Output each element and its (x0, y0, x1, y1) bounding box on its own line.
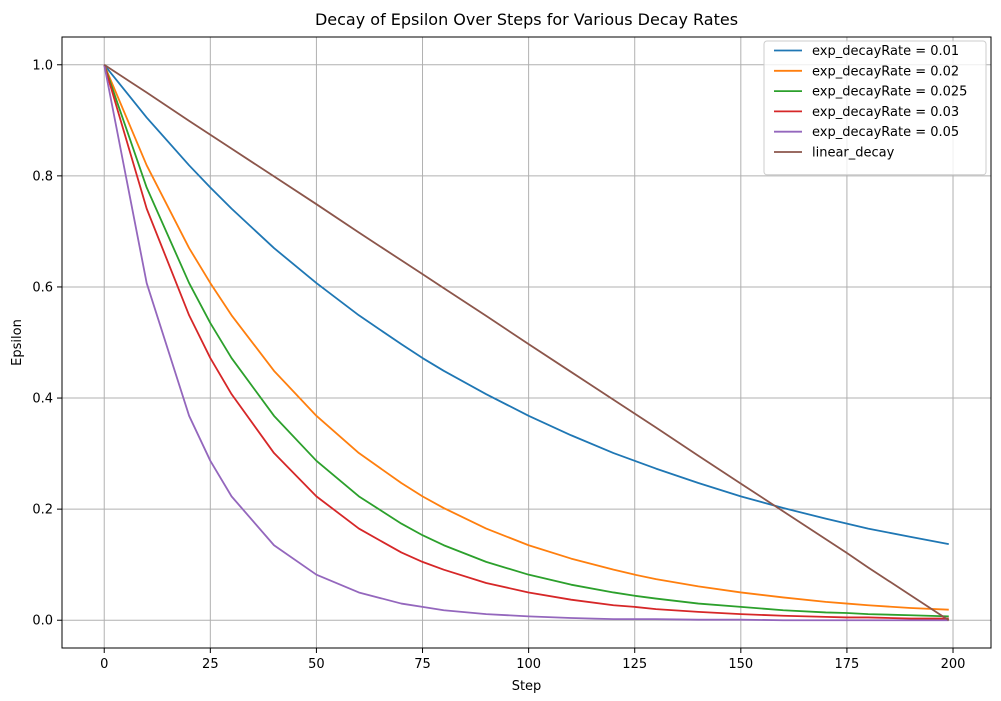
series-line-linear-decay (103, 64, 950, 621)
legend-entry-label: exp_decayRate = 0.02 (812, 64, 959, 79)
legend-entry-label: exp_decayRate = 0.01 (812, 44, 959, 59)
x-tick-label: 200 (941, 657, 966, 672)
x-tick-label: 25 (202, 657, 219, 672)
series-lines (103, 64, 950, 622)
series-line-exp-decayrate-0-05 (103, 64, 949, 622)
y-tick-label: 0.4 (32, 392, 53, 407)
x-tick-label: 150 (728, 657, 753, 672)
y-tick-label: 0.6 (32, 280, 53, 295)
x-axis-ticks: 0 25 50 75 100 125 150 175 200 (100, 648, 965, 672)
plot-area-frame (61, 36, 992, 649)
legend-entry-label: exp_decayRate = 0.03 (812, 105, 959, 120)
y-tick-label: 0.2 (32, 503, 53, 518)
series-line-exp-decayrate-0-02 (103, 64, 949, 611)
legend-entry-label: linear_decay (812, 146, 895, 161)
y-axis-ticks: 0.0 0.2 0.4 0.6 0.8 1.0 (32, 58, 62, 629)
series-line-exp-decayrate-0-01 (103, 64, 949, 546)
x-tick-label: 175 (835, 657, 860, 672)
x-tick-label: 0 (100, 657, 108, 672)
series-line-exp-decayrate-0-03 (103, 64, 949, 620)
x-tick-label: 50 (308, 657, 325, 672)
legend-box (763, 40, 987, 176)
x-tick-label: 100 (516, 657, 541, 672)
x-tick-label: 75 (414, 657, 431, 672)
x-tick-label: 125 (622, 657, 647, 672)
series-line-exp-decayrate-0-025 (103, 64, 949, 618)
legend-entry-label: exp_decayRate = 0.025 (812, 85, 967, 100)
y-tick-label: 0.8 (32, 169, 53, 184)
y-axis-label: Epsilon (10, 319, 25, 366)
legend: exp_decayRate = 0.01 exp_decayRate = 0.02… (763, 40, 987, 176)
x-axis-label: Step (512, 679, 542, 694)
legend-entry-label: exp_decayRate = 0.05 (812, 125, 959, 140)
chart-title: Decay of Epsilon Over Steps for Various … (315, 10, 738, 29)
y-tick-label: 0.0 (32, 614, 53, 629)
y-tick-label: 1.0 (32, 58, 53, 73)
